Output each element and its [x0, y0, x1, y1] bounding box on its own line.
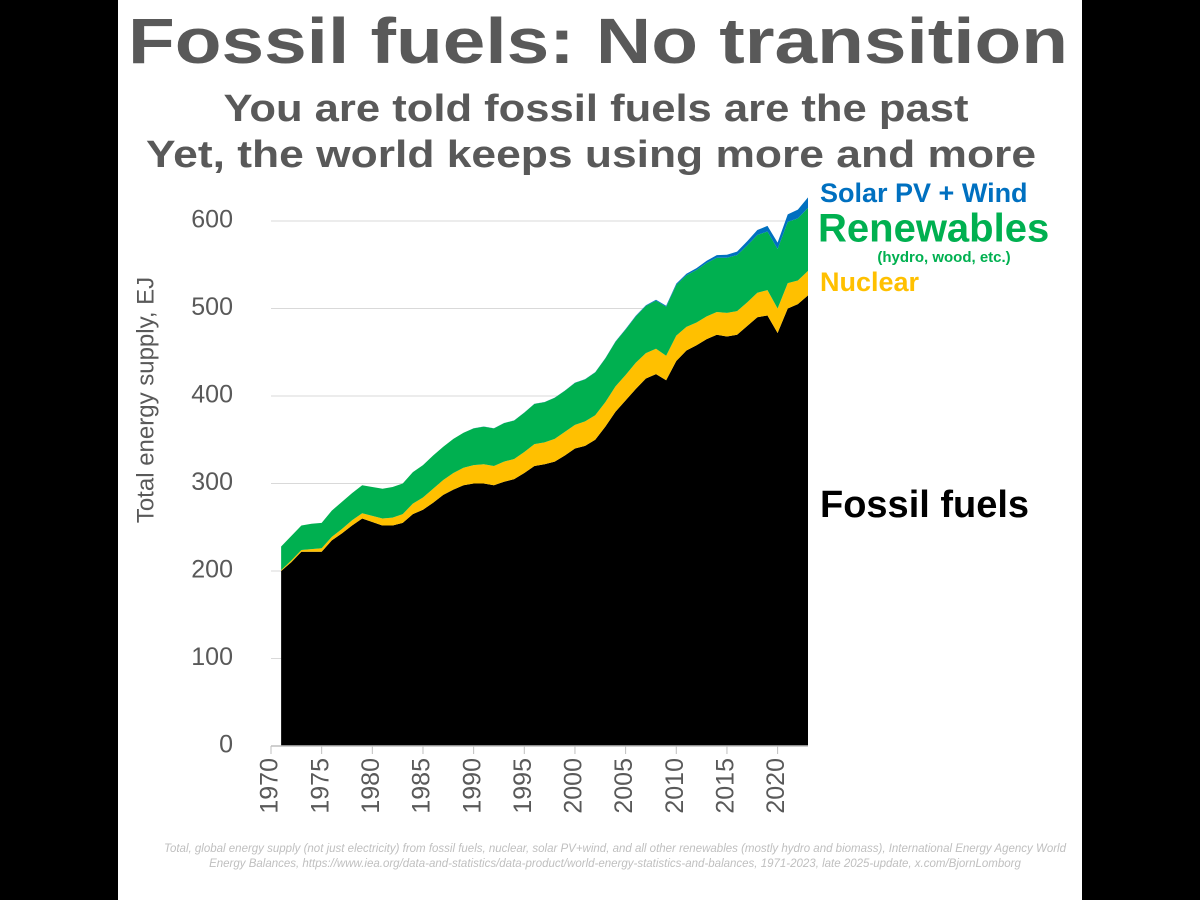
y-tick-label: 100 [191, 643, 233, 671]
x-tick-label: 1980 [357, 758, 385, 814]
x-tick-label: 1995 [509, 758, 537, 814]
x-tick-label: 2020 [762, 758, 790, 814]
y-tick-label: 0 [219, 731, 233, 759]
legend-note: (hydro, wood, etc.) [877, 249, 1010, 266]
x-tick-label: 1985 [408, 758, 436, 814]
x-tick-label: 1975 [306, 758, 334, 814]
x-tick-label: 1990 [458, 758, 486, 814]
y-tick-label: 400 [191, 381, 233, 409]
area [281, 270, 808, 571]
legend-label: Renewables [818, 207, 1049, 251]
legend-label: Fossil fuels [820, 484, 1029, 526]
legend-label: Nuclear [820, 267, 920, 297]
y-tick-label: 500 [191, 293, 233, 321]
y-tick-label: 300 [191, 468, 233, 496]
x-tick-label: 2005 [610, 758, 638, 814]
x-tick-label: 2015 [712, 758, 740, 814]
area [281, 207, 808, 571]
source-note: Total, global energy supply (not just el… [163, 843, 1066, 870]
subtitle: Yet, the world keeps using more and more [146, 134, 1036, 176]
x-tick-label: 1970 [256, 758, 284, 814]
x-tick-label: 2010 [661, 758, 689, 814]
area [281, 295, 808, 746]
subtitle: You are told fossil fuels are the past [224, 88, 969, 130]
area [281, 197, 808, 547]
y-tick-label: 600 [191, 206, 233, 234]
chart-title: Fossil fuels: No transition [128, 5, 1068, 77]
y-tick-label: 200 [191, 556, 233, 584]
x-tick-label: 2000 [560, 758, 588, 814]
y-axis-label: Total energy supply, EJ [132, 277, 159, 523]
legend-label: Solar PV + Wind [820, 178, 1028, 208]
